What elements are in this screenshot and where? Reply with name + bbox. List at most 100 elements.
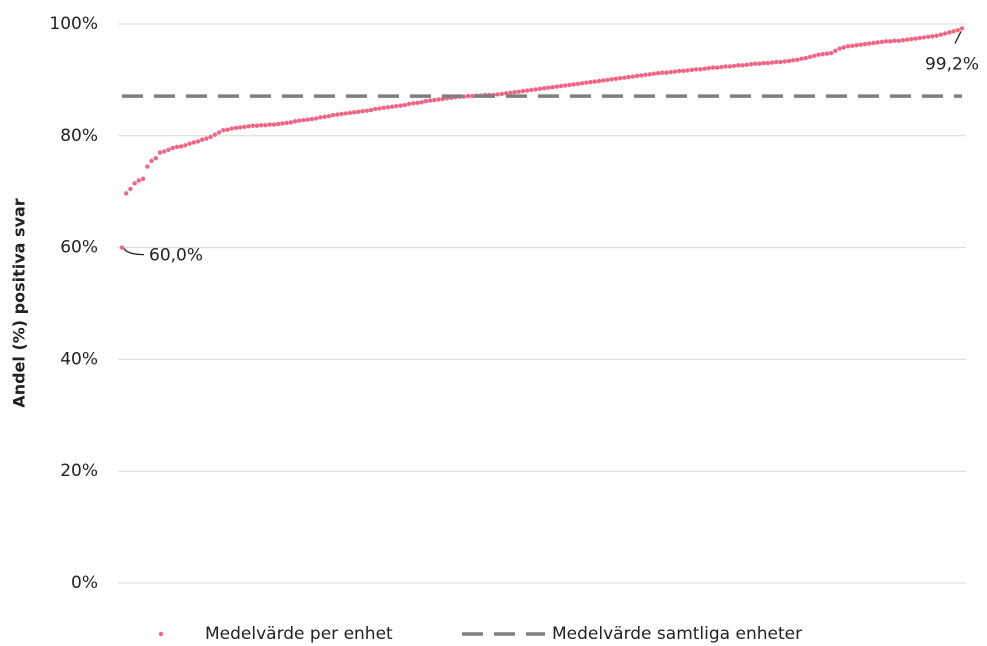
data-point xyxy=(119,245,125,250)
data-point xyxy=(309,116,315,122)
data-point xyxy=(563,83,568,88)
data-point xyxy=(803,55,809,61)
data-point xyxy=(284,120,289,126)
data-point xyxy=(149,158,154,164)
data-point xyxy=(212,132,218,137)
data-point xyxy=(685,68,690,73)
data-point xyxy=(381,105,386,111)
data-point xyxy=(740,63,745,68)
data-point xyxy=(668,69,673,75)
data-point xyxy=(229,126,234,131)
data-point xyxy=(225,127,230,132)
data-point xyxy=(579,81,585,86)
data-point xyxy=(267,122,272,127)
data-point xyxy=(347,110,353,116)
data-point xyxy=(402,102,408,108)
data-point xyxy=(812,53,817,59)
data-point xyxy=(318,115,323,120)
data-point xyxy=(305,117,310,122)
data-point xyxy=(208,134,213,140)
data-point xyxy=(537,86,543,92)
data-point xyxy=(145,164,150,169)
data-point xyxy=(871,40,876,46)
data-point xyxy=(672,69,678,74)
data-point xyxy=(356,109,361,114)
data-point xyxy=(178,144,184,149)
data-point xyxy=(938,32,944,37)
data-point xyxy=(955,27,960,33)
data-point xyxy=(183,143,188,148)
data-point xyxy=(558,83,564,89)
data-point xyxy=(630,74,635,79)
data-point xyxy=(921,35,927,40)
data-point xyxy=(727,64,733,69)
data-point xyxy=(280,121,285,126)
data-point xyxy=(774,59,779,65)
data-point xyxy=(765,60,771,66)
data-point xyxy=(174,144,180,150)
data-point xyxy=(263,122,268,128)
data-point xyxy=(702,66,707,71)
data-point xyxy=(858,42,863,47)
data-point xyxy=(516,89,521,94)
data-point xyxy=(436,97,441,102)
data-point xyxy=(246,124,251,129)
data-point xyxy=(613,76,619,81)
data-point xyxy=(313,116,319,121)
data-point xyxy=(689,67,695,73)
data-point xyxy=(904,37,910,42)
data-point xyxy=(959,26,965,31)
data-point xyxy=(567,82,572,88)
data-label: 99,2% xyxy=(925,54,979,74)
data-point xyxy=(799,56,804,61)
data-point xyxy=(841,45,847,50)
data-point xyxy=(465,93,471,99)
data-point xyxy=(731,63,737,69)
data-point xyxy=(719,64,724,70)
data-point xyxy=(626,74,631,80)
data-point xyxy=(575,81,581,87)
data-point xyxy=(242,124,247,130)
data-point xyxy=(415,100,420,106)
data-point xyxy=(866,41,872,46)
data-point xyxy=(752,61,758,66)
data-point xyxy=(693,67,699,72)
data-point xyxy=(254,123,260,128)
data-point xyxy=(605,77,610,83)
y-tick-label: 40% xyxy=(60,349,98,369)
data-point xyxy=(723,64,728,69)
data-point xyxy=(419,100,424,105)
data-point xyxy=(389,104,395,109)
data-point xyxy=(385,105,391,110)
data-point xyxy=(714,65,720,70)
data-point xyxy=(736,63,741,68)
data-point xyxy=(406,101,412,107)
data-point xyxy=(769,60,775,65)
data-point xyxy=(508,90,513,95)
data-point xyxy=(660,70,665,75)
y-tick-label: 0% xyxy=(71,573,98,593)
data-point xyxy=(520,88,526,94)
data-point xyxy=(790,58,796,63)
data-point xyxy=(782,59,787,64)
data-point xyxy=(896,38,901,43)
data-point xyxy=(617,76,623,81)
data-point xyxy=(525,88,530,93)
data-point xyxy=(351,110,357,115)
data-point xyxy=(292,119,298,124)
data-point xyxy=(360,109,365,114)
data-point xyxy=(191,140,196,145)
data-point xyxy=(706,65,711,71)
data-point xyxy=(128,186,133,192)
data-point xyxy=(166,147,171,152)
data-point xyxy=(744,62,749,68)
data-point xyxy=(322,114,327,119)
data-point xyxy=(259,122,264,128)
data-point xyxy=(271,122,277,127)
data-point xyxy=(533,87,538,92)
data-point xyxy=(676,68,682,74)
data-point xyxy=(195,139,201,144)
data-point xyxy=(288,120,294,125)
data-point xyxy=(833,48,838,54)
data-point xyxy=(622,75,627,80)
